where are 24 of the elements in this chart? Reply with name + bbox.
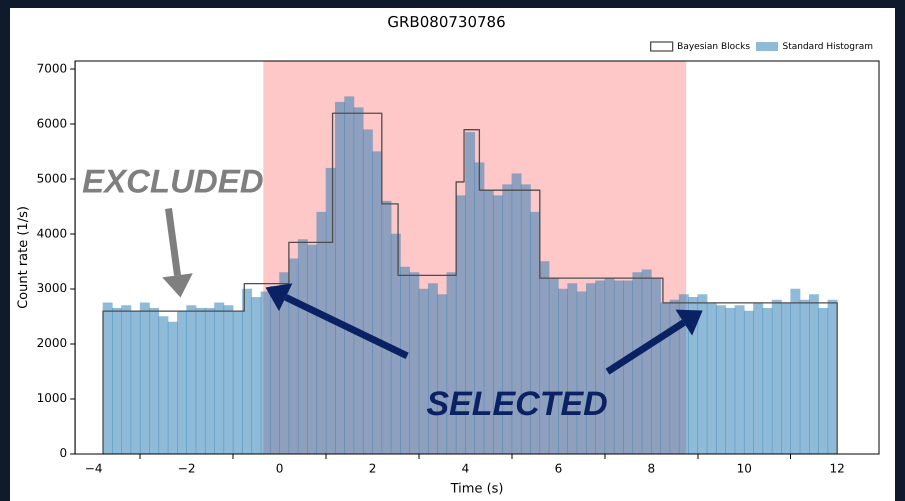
x-tick-label: 12 <box>830 461 845 476</box>
y-tick-label: 6000 <box>36 116 68 130</box>
x-tick-label: −2 <box>178 461 196 476</box>
y-tick-label: 5000 <box>36 171 68 186</box>
x-tick-label: 4 <box>462 461 470 476</box>
chart-title: GRB080730786 <box>387 12 506 31</box>
legend-label: Bayesian Blocks <box>677 42 750 52</box>
y-tick-label: 1000 <box>36 391 68 406</box>
legend-label: Standard Histogram <box>782 42 874 52</box>
y-tick-label: 3000 <box>36 281 68 296</box>
y-axis-title: Count rate (1/s) <box>16 206 32 309</box>
x-tick-label: 8 <box>647 461 656 476</box>
y-tick-label: 7000 <box>36 61 68 76</box>
x-tick-label: −4 <box>84 461 103 476</box>
y-tick-label: 2000 <box>36 336 68 350</box>
x-axis-title: Time (s) <box>450 482 504 497</box>
band-label: SELECTED <box>426 385 608 423</box>
y-tick-label: 4000 <box>36 226 68 240</box>
x-tick-label: 10 <box>736 461 752 476</box>
annotation: EXCLUDED <box>82 162 264 200</box>
y-tick-label: 0 <box>60 446 68 460</box>
x-tick-label: 0 <box>276 461 284 476</box>
x-tick-label: 6 <box>554 461 562 476</box>
x-tick-label: 2 <box>368 461 376 476</box>
